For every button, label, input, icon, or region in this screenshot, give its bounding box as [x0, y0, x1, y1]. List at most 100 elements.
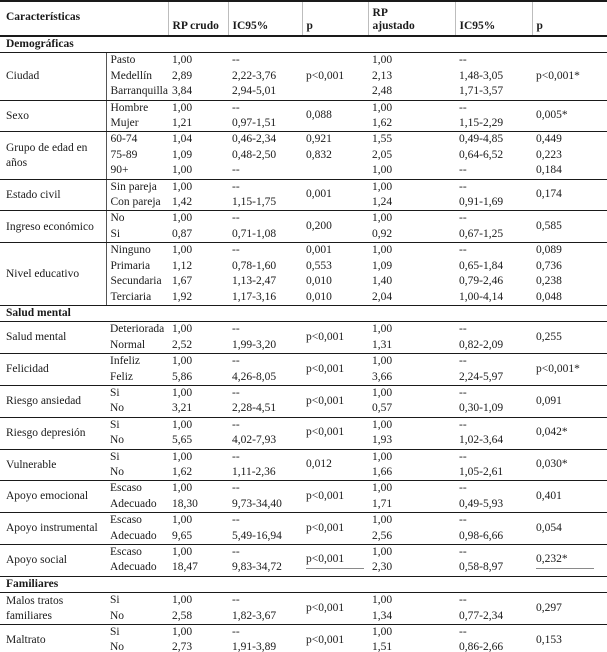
cell-rp-ajustado: 1,00	[372, 386, 393, 399]
cell-ic95-ajustado: 1,02-3,64	[455, 433, 533, 450]
cell-rp-ajustado: 1,00	[372, 212, 393, 225]
cell-rp-crudo: 18,30	[168, 496, 229, 514]
cell-category: No	[106, 401, 169, 418]
cell-p-ajustado: 0,238	[536, 275, 562, 288]
cell-ic95-crudo: 5,49-16,94	[228, 528, 303, 545]
cell-rp-ajustado: 1,00	[372, 546, 393, 558]
group-name-cell: Riesgo ansiedad	[0, 385, 106, 418]
table-row: Riesgo ansiedad Si 1,00 -- p<0,001 1,00 -- 0,09…	[0, 385, 607, 418]
cell-category: No	[110, 212, 125, 225]
group-name-cell: Estado civil	[0, 179, 107, 212]
header-caracteristicas: Características	[0, 1, 169, 37]
cell-p-crudo: 0,010	[306, 275, 332, 288]
cell-rp-crudo: 1,00	[172, 355, 193, 368]
cell-p-ajustado: 0,232*	[532, 544, 607, 577]
cell-rp-ajustado: 1,00	[372, 323, 393, 336]
cell-rp-ajustado: 1,00	[372, 418, 393, 431]
cell-ic95-ajustado: --	[459, 418, 467, 431]
cell-rp-crudo: 1,00	[172, 180, 193, 193]
cell-category: No	[106, 433, 169, 450]
table-row: 90+ 1,00 -- 1,00 -- 0,184	[0, 163, 607, 180]
header-p-crudo: p	[302, 1, 369, 37]
cell-rp-crudo: 2,89	[172, 69, 193, 82]
cell-rp-crudo: 5,65	[168, 433, 229, 450]
cell-rp-crudo: 2,58	[168, 608, 229, 626]
cell-rp-crudo: 1,00	[172, 482, 193, 495]
group-name-cell: Sexo	[0, 100, 107, 133]
section-label: Familiares	[0, 575, 607, 594]
table-row: Adecuado 18,30 9,73-34,40 1,71 0,49-5,93	[0, 496, 607, 514]
cell-ic95-crudo: 2,28-4,51	[228, 401, 303, 418]
cell-ic95-crudo: --	[232, 244, 240, 257]
cell-rp-crudo: 1,00	[172, 54, 193, 67]
cell-rp-ajustado: 1,00	[368, 163, 456, 180]
group-name-cell: Ingreso económico	[0, 210, 107, 244]
cell-category: Si	[110, 386, 120, 399]
cell-ic95-crudo: 4,26-8,05	[228, 369, 303, 386]
cell-p-ajustado: 0,091	[532, 385, 607, 418]
group-name-cell: Vulnerable	[0, 449, 106, 482]
cell-rp-ajustado: 1,31	[368, 337, 456, 355]
cell-ic95-ajustado: 1,48-3,05	[459, 69, 504, 82]
group-name-cell: Apoyo emocional	[0, 480, 106, 514]
cell-rp-ajustado: 1,00	[372, 626, 393, 639]
cell-ic95-ajustado: 1,15-2,29	[455, 116, 533, 133]
cell-rp-crudo: 1,21	[168, 116, 229, 133]
table-row: 75-89 1,09 0,48-2,50 0,832 2,05 0,64-6,52 0,22…	[0, 148, 607, 163]
cell-category: Adecuado	[106, 496, 169, 514]
cell-rp-crudo: 1,92	[168, 289, 229, 306]
cell-ic95-crudo: 1,17-3,16	[228, 289, 303, 306]
cell-p-ajustado: 0,184	[532, 163, 607, 180]
cell-ic95-ajustado: --	[459, 212, 467, 225]
table-row: Sexo Hombre 1,00 -- 0,088 1,00 -- 0,005*	[0, 100, 607, 133]
cell-rp-crudo: 1,00	[172, 514, 193, 527]
cell-category: Feliz	[106, 369, 169, 386]
table-row: Feliz 5,86 4,26-8,05 3,66 2,24-5,97	[0, 369, 607, 386]
cell-ic95-ajustado: 0,82-2,09	[455, 337, 533, 355]
cell-ic95-ajustado: --	[459, 514, 467, 527]
header-rp-ajustado-label: RP ajustado	[372, 7, 415, 32]
cell-rp-ajustado: 1,00	[372, 450, 393, 463]
cell-rp-crudo: 1,00	[172, 323, 193, 336]
cell-p-ajustado: 0,401	[532, 480, 607, 514]
group-name-cell: Apoyo instrumental	[0, 512, 106, 545]
table-header: Características RP crudo IC95% p RP ajus…	[0, 1, 607, 37]
cell-rp-crudo: 2,52	[168, 337, 229, 355]
cell-p-ajustado: 0,054	[532, 512, 607, 545]
cell-ic95-crudo: 0,48-2,50	[232, 148, 277, 161]
cell-category: No	[106, 608, 169, 626]
cell-category: No	[106, 640, 169, 652]
cell-category: Con pareja	[106, 195, 169, 212]
cell-rp-crudo: 9,65	[168, 528, 229, 545]
cell-ic95-ajustado: --	[459, 355, 467, 368]
cell-rp-ajustado: 1,66	[368, 464, 456, 482]
cell-category: Escaso	[110, 514, 142, 527]
cell-p-ajustado: 0,449	[536, 133, 562, 146]
cell-p-crudo: 0,921	[306, 133, 332, 146]
cell-ic95-ajustado: 0,98-6,66	[455, 528, 533, 545]
cell-ic95-crudo: --	[232, 594, 240, 607]
cell-ic95-ajustado: 0,91-1,69	[455, 195, 533, 212]
cell-ic95-crudo: --	[232, 450, 240, 463]
cell-ic95-crudo: --	[228, 163, 303, 180]
cell-ic95-crudo: --	[232, 101, 240, 114]
cell-rp-ajustado: 2,05	[372, 148, 393, 161]
cell-ic95-crudo: --	[232, 323, 240, 336]
cell-category: Adecuado	[106, 560, 169, 577]
cell-rp-crudo: 1,12	[172, 259, 193, 272]
cell-ic95-ajustado: 0,58-8,97	[455, 560, 533, 577]
cell-ic95-ajustado: 0,65-1,84	[459, 259, 504, 272]
cell-ic95-crudo: 1,15-1,75	[228, 195, 303, 212]
group-name-cell: Felicidad	[0, 353, 106, 386]
cell-ic95-ajustado: --	[459, 626, 467, 639]
cell-ic95-ajustado: 0,49-5,93	[455, 496, 533, 514]
table-row: Terciaria 1,92 1,17-3,16 0,010 2,04 1,00-4,14…	[0, 289, 607, 306]
cell-rp-crudo: 1,42	[168, 195, 229, 212]
header-p-ajustado: p	[532, 1, 607, 37]
cell-rp-ajustado: 1,00	[372, 482, 393, 495]
p-value-underlined: 0,232*	[536, 552, 595, 569]
table-row: Grupo de edad en años 60-74 1,04 0,46-2,34 0…	[0, 131, 607, 180]
cell-p-ajustado: 0,255	[532, 321, 607, 355]
table-row: Apoyo emocional Escaso 1,00 -- p<0,001 1,00 --…	[0, 480, 607, 514]
cell-rp-crudo: 0,87	[168, 226, 229, 244]
